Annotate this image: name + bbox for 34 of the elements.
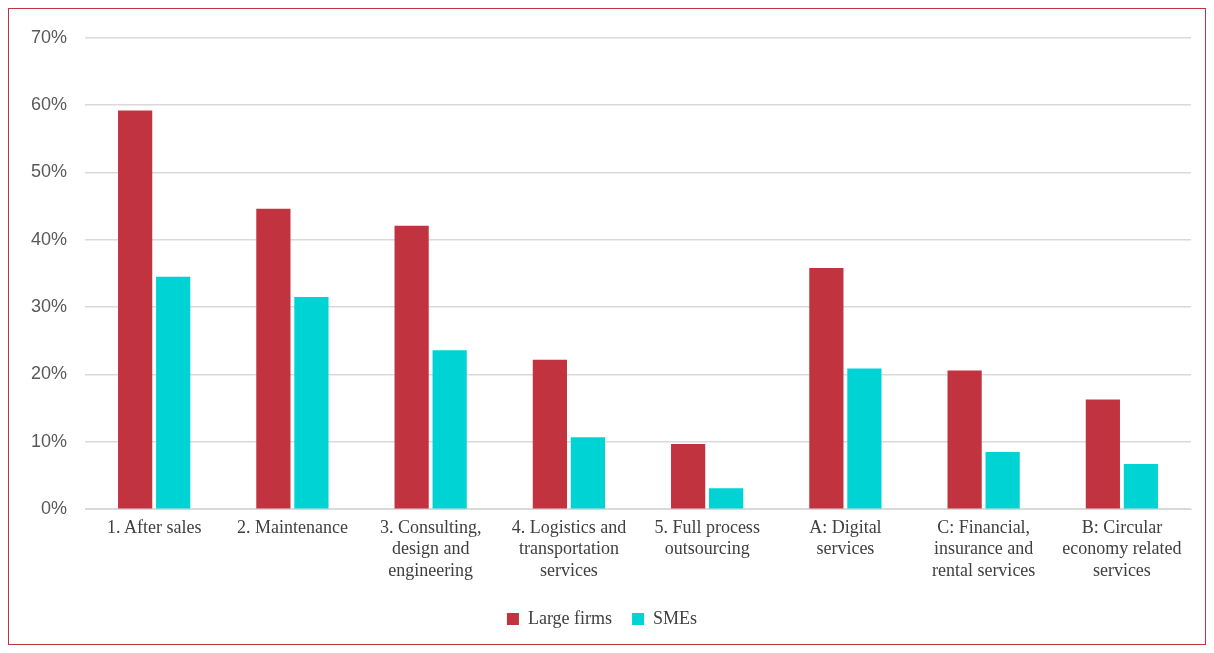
y-tick-label: 50% — [31, 161, 68, 182]
bar — [1123, 464, 1158, 509]
bar — [156, 276, 191, 509]
y-tick-label: 70% — [31, 26, 68, 47]
y-tick-label: 0% — [41, 498, 68, 519]
bar — [394, 225, 429, 509]
bar — [847, 368, 882, 509]
x-tick-label: C: Financial, insurance and rental services — [931, 516, 1036, 580]
x-tick-label: A: Digital services — [809, 516, 882, 559]
bar — [256, 208, 291, 509]
x-tick-label: 5. Full process outsourcing — [654, 516, 760, 559]
bar — [947, 370, 982, 509]
bar — [570, 437, 606, 509]
y-tick-label: 10% — [31, 430, 68, 451]
y-tick-label: 20% — [31, 363, 68, 384]
x-tick-label: 1. After sales — [106, 516, 202, 537]
bar — [532, 359, 567, 509]
y-tick-label: 60% — [31, 94, 68, 115]
x-tick-label: 2. Maintenance — [236, 516, 348, 537]
y-tick-label: 30% — [31, 296, 68, 317]
bar — [671, 443, 706, 509]
bar — [432, 350, 467, 509]
x-tick-label: 4. Logistics and transportation services — [511, 516, 627, 580]
bar — [1085, 399, 1120, 509]
x-tick-label: B: Circular economy related services — [1062, 516, 1182, 580]
bar — [294, 297, 329, 509]
bar — [709, 488, 744, 509]
bar — [118, 110, 153, 509]
legend-label: SMEs — [653, 607, 698, 628]
legend-label: Large firms — [527, 607, 613, 628]
x-tick-label: 3. Consulting, design and engineering — [379, 516, 482, 580]
bar — [985, 451, 1020, 509]
y-tick-label: 40% — [31, 228, 68, 249]
bar — [809, 268, 844, 509]
